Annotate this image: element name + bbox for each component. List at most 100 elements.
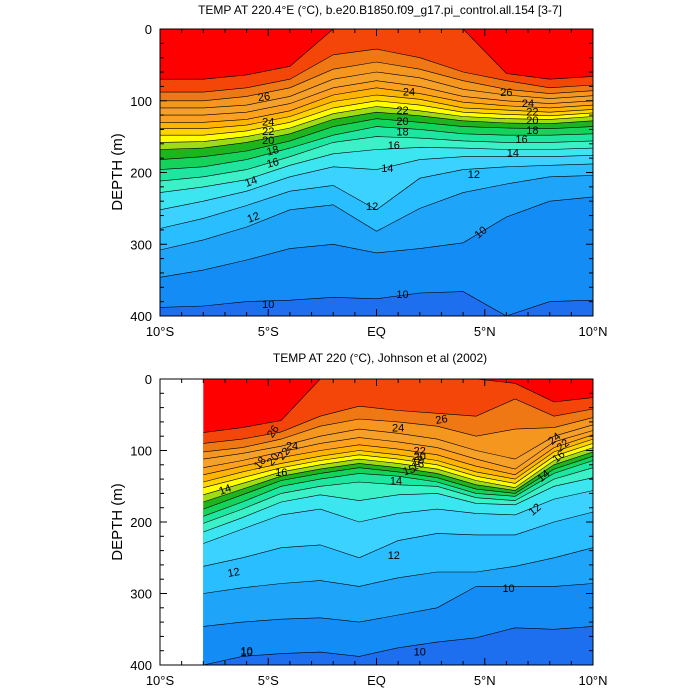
isotherm-17-line [203,455,594,510]
isotherm-21-line [203,438,594,483]
isotherm-label: 24 [392,423,404,435]
isotherm-label: 10 [414,646,426,658]
isotherm-25-line [203,417,594,453]
isotherm-label: 12 [388,550,400,562]
isotherm-label: 12 [227,566,241,580]
isotherm-26-line [203,398,594,444]
isotherm-label: 10 [502,583,514,595]
isotherm-label: 26 [265,423,282,440]
isotherm-label: 18 [396,127,408,139]
y-tick-label: 0 [145,372,152,387]
isotherm-label: 24 [286,440,298,452]
temp-band-10 [160,196,593,316]
x-tick-label: 10°N [578,673,607,688]
y-tick-label: 100 [130,444,152,459]
isotherm-label: 10 [240,646,252,658]
isotherm-label: 12 [246,210,262,225]
isotherm-label: 26 [500,87,512,99]
isotherm-label: 12 [366,201,378,213]
x-tick-label: EQ [367,324,386,339]
isotherm-label: 22 [526,107,538,119]
isotherm-label: 24 [403,86,415,98]
isotherm-18-line [203,451,594,503]
isotherm-20-line [160,100,594,136]
isotherm-label: 18 [410,454,426,469]
x-tick-label: EQ [367,673,386,688]
isotherm-label: 18 [265,144,280,159]
isotherm-25-line [160,61,594,102]
y-tick-label: 100 [130,94,152,109]
isotherm-label: 14 [390,476,402,488]
isotherm-label: 14 [243,174,259,189]
isotherm-label: 16 [388,140,400,152]
isotherm-label: 22 [414,446,426,458]
isotherm-label: 20 [396,116,408,128]
isotherm-10-line [159,196,594,278]
isotherm-label: 16 [515,134,527,146]
x-tick-label: 5°N [474,673,496,688]
isotherm-label: 20 [414,451,426,463]
isotherm-label: 18 [526,125,538,137]
x-tick-label: 5°N [474,324,496,339]
isotherm-label: 22 [262,126,274,138]
isotherm-16-line [203,460,594,517]
isotherm-16-line [159,126,594,170]
panel-model-plot: 2624222018161412102422201816141210262422… [130,22,607,339]
y-tick-label: 200 [130,515,152,530]
panel-model-y-axis-label: DEPTH (m) [109,133,126,211]
x-tick-label: 10°S [146,324,175,339]
isotherm-21-line [160,94,594,129]
isotherm-14-line [159,147,594,193]
x-tick-label: 5°S [258,673,279,688]
isotherm-label: 12 [468,169,480,181]
isotherm-label: 26 [435,413,449,427]
isotherm-11-line [203,547,594,594]
isotherm-label: 22 [396,105,408,117]
isotherm-23-line [203,430,594,470]
isotherm-12-line [159,163,594,229]
isotherm-19-line [159,106,594,143]
isotherm-24-line [160,71,594,109]
isotherm-17-line [159,118,594,160]
y-tick-label: 200 [130,166,152,181]
panel-observed-y-axis-label: DEPTH (m) [109,483,126,561]
isotherm-22-line [203,434,594,476]
isotherm-label: 24 [522,98,534,110]
isotherm-20-line [203,443,594,488]
y-tick-label: 0 [145,22,152,37]
isotherm-label: 15 [402,463,418,478]
isotherm-13-line [159,155,594,211]
isotherm-19-line [203,447,594,496]
isotherm-label: 14 [507,147,519,159]
isotherm-24-line [203,424,594,460]
panel-model: TEMP AT 220.4°E (°C), b.e20.B1850.f09_g1… [109,3,608,339]
isotherm-23-line [160,80,594,116]
x-tick-label: 5°S [258,324,279,339]
isotherm-label: 10 [240,647,252,659]
isotherm-15-line [159,136,594,182]
isotherm-label: 16 [275,467,287,479]
isotherm-label: 14 [217,482,233,497]
isotherm-10-line [203,583,594,627]
isotherm-18-line [159,111,594,150]
y-tick-label: 400 [130,309,152,324]
isotherm-13-line [203,490,594,544]
isotherm-9-line [159,291,594,317]
panel-model-title: TEMP AT 220.4°E (°C), b.e20.B1850.f09_g1… [198,3,562,17]
isotherm-label: 26 [257,91,271,105]
y-tick-label: 300 [130,237,152,252]
isotherm-label: 14 [381,163,393,175]
isotherm-26-line [160,48,594,93]
isotherm-label: 16 [265,156,280,171]
x-tick-label: 10°S [146,673,175,688]
isotherm-14-line [203,477,594,533]
isotherm-22-line [160,87,594,123]
panel-observed-title: TEMP AT 220 (°C), Johnson et al (2002) [273,351,487,365]
x-tick-label: 10°N [578,324,607,339]
temp-band-9 [203,626,594,665]
isotherm-label: 20 [262,135,274,147]
panel-observed: TEMP AT 220 (°C), Johnson et al (2002) D… [109,351,608,688]
y-tick-label: 400 [130,658,152,673]
